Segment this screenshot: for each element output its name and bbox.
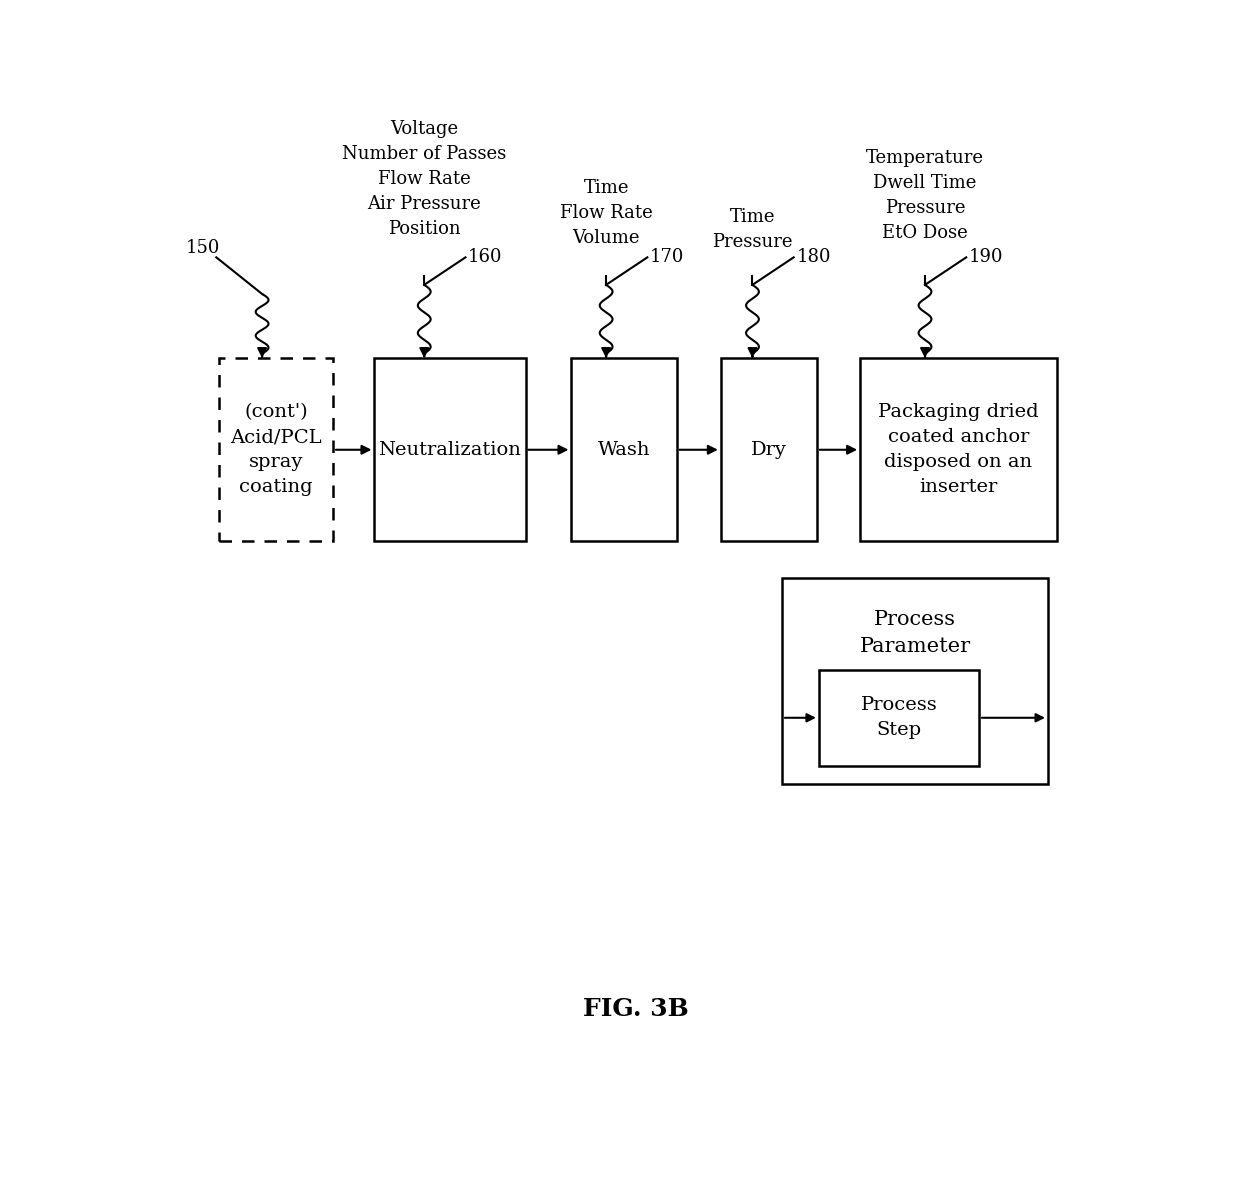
Bar <box>572 358 677 541</box>
Text: Neutralization: Neutralization <box>378 440 521 459</box>
Text: Time
Pressure: Time Pressure <box>712 208 792 251</box>
Bar <box>374 358 526 541</box>
Text: Process
Parameter: Process Parameter <box>859 610 971 656</box>
Bar <box>861 358 1056 541</box>
Text: 150: 150 <box>185 239 219 257</box>
Text: Packaging dried
coated anchor
disposed on an
inserter: Packaging dried coated anchor disposed o… <box>878 403 1039 496</box>
Text: 190: 190 <box>968 249 1003 267</box>
Text: 170: 170 <box>650 249 684 267</box>
Bar <box>818 670 980 766</box>
Text: Time
Flow Rate
Volume: Time Flow Rate Volume <box>559 178 652 246</box>
Bar <box>782 578 1048 784</box>
Text: Voltage
Number of Passes
Flow Rate
Air Pressure
Position: Voltage Number of Passes Flow Rate Air P… <box>342 120 506 238</box>
Text: Dry: Dry <box>751 440 786 459</box>
Text: Wash: Wash <box>598 440 650 459</box>
Text: (cont')
Acid/PCL
spray
coating: (cont') Acid/PCL spray coating <box>231 403 321 496</box>
Text: Process
Step: Process Step <box>861 696 937 739</box>
Bar <box>720 358 817 541</box>
Bar <box>218 358 334 541</box>
Text: 180: 180 <box>796 249 831 267</box>
Text: Temperature
Dwell Time
Pressure
EtO Dose: Temperature Dwell Time Pressure EtO Dose <box>866 149 985 243</box>
Text: FIG. 3B: FIG. 3B <box>583 997 688 1021</box>
Text: 160: 160 <box>469 249 502 267</box>
